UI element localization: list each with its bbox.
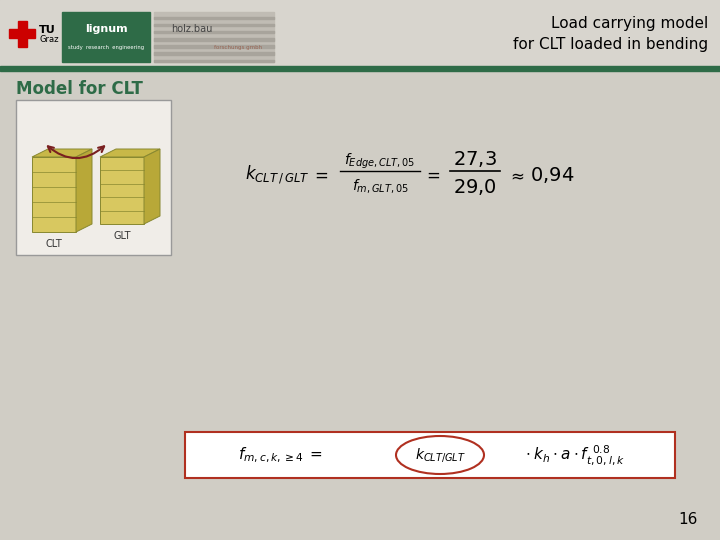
Text: $f_{m,GLT,05}$: $f_{m,GLT,05}$ xyxy=(351,177,408,195)
Bar xyxy=(9,29,35,38)
Polygon shape xyxy=(32,157,76,232)
Bar xyxy=(0,0,720,68)
Text: $\approx$: $\approx$ xyxy=(508,166,525,184)
Text: $=$: $=$ xyxy=(423,166,441,184)
Bar xyxy=(154,24,274,26)
Text: TU: TU xyxy=(39,25,55,35)
Text: $27{,}3$: $27{,}3$ xyxy=(453,149,497,169)
Polygon shape xyxy=(100,157,144,224)
Text: Load carrying model
for CLT loaded in bending: Load carrying model for CLT loaded in be… xyxy=(513,16,708,52)
Text: Model for CLT: Model for CLT xyxy=(16,80,143,98)
Bar xyxy=(154,52,274,55)
Bar xyxy=(154,38,274,40)
Text: forschungs gmbh: forschungs gmbh xyxy=(214,45,262,51)
Bar xyxy=(0,66,720,71)
Text: 16: 16 xyxy=(679,512,698,528)
Text: $k_{CLT/GLT}$: $k_{CLT/GLT}$ xyxy=(415,446,466,464)
Bar xyxy=(154,45,274,48)
Text: study  research  engineering: study research engineering xyxy=(68,45,144,51)
Bar xyxy=(154,59,274,62)
Text: $f_{Edge,CLT,05}$: $f_{Edge,CLT,05}$ xyxy=(344,151,415,171)
Text: $=$: $=$ xyxy=(311,166,329,184)
Text: $\cdot\; k_h \cdot a \cdot f_{t,0,l,k}^{\;\,0.8}$: $\cdot\; k_h \cdot a \cdot f_{t,0,l,k}^{… xyxy=(525,443,625,467)
Bar xyxy=(18,21,27,47)
Bar xyxy=(154,12,274,62)
FancyBboxPatch shape xyxy=(185,432,675,478)
Text: lignum: lignum xyxy=(85,24,127,35)
FancyBboxPatch shape xyxy=(16,100,171,255)
Polygon shape xyxy=(32,149,92,157)
Bar xyxy=(154,31,274,33)
FancyArrowPatch shape xyxy=(48,146,104,158)
Polygon shape xyxy=(144,149,160,224)
Text: GLT: GLT xyxy=(113,231,131,241)
Text: Graz: Graz xyxy=(39,36,58,44)
Polygon shape xyxy=(100,149,160,157)
Bar xyxy=(62,12,150,62)
Text: holz.bau: holz.bau xyxy=(171,24,212,35)
Text: $0{,}94$: $0{,}94$ xyxy=(530,165,574,185)
Bar xyxy=(154,17,274,19)
Text: $k_{CLT\,/\,GLT}$: $k_{CLT\,/\,GLT}$ xyxy=(245,164,310,186)
Text: $f_{m,c,k,\geq 4}\;=$: $f_{m,c,k,\geq 4}\;=$ xyxy=(238,446,323,464)
Polygon shape xyxy=(76,149,92,232)
Text: $29{,}0$: $29{,}0$ xyxy=(453,177,497,197)
Text: CLT: CLT xyxy=(45,239,63,249)
